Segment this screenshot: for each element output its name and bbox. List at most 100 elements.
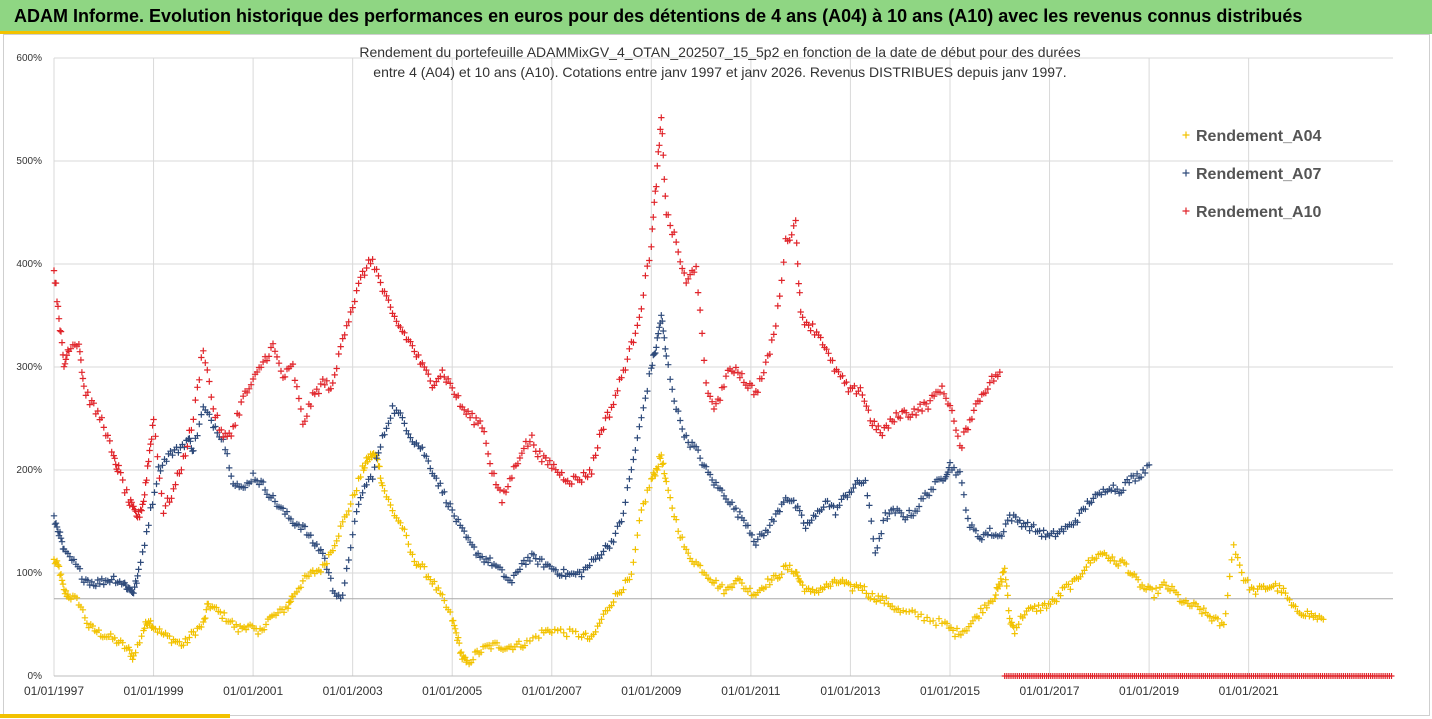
scatter-point (760, 532, 767, 539)
scatter-point (337, 343, 344, 350)
scatter-point (351, 518, 358, 525)
scatter-point (149, 501, 156, 508)
scatter-point (863, 402, 870, 410)
scatter-point (295, 395, 303, 402)
scatter-point (932, 622, 940, 629)
scatter-point (879, 593, 886, 600)
scatter-point (355, 280, 362, 287)
scatter-point (135, 566, 142, 573)
scatter-point (686, 271, 694, 278)
scatter-point (654, 466, 661, 474)
scatter-point (373, 455, 380, 462)
scatter-point (1126, 479, 1133, 486)
scatter-point (936, 389, 944, 396)
scatter-point (911, 608, 919, 616)
scatter-point (139, 548, 146, 556)
scatter-point (58, 538, 66, 545)
scatter-point (630, 456, 637, 463)
scatter-point (351, 298, 358, 305)
scatter-point (478, 553, 486, 560)
scatter-point (582, 630, 589, 637)
scatter-point (867, 595, 874, 602)
scatter-point (861, 583, 868, 590)
scatter-point (624, 356, 631, 363)
scatter-point (857, 384, 864, 391)
scatter-point (315, 390, 322, 397)
scatter-point (871, 418, 878, 425)
scatter-point (614, 387, 621, 394)
scatter-point (796, 507, 803, 514)
scatter-point (385, 420, 392, 427)
scatter-point (463, 657, 471, 664)
scatter-point (665, 487, 672, 494)
scatter-point (606, 544, 613, 552)
scatter-point (253, 368, 261, 376)
scatter-point (994, 373, 1001, 380)
scatter-point (869, 590, 876, 597)
scatter-point (363, 264, 370, 272)
scatter-point (167, 448, 174, 455)
scatter-point (903, 409, 910, 416)
scatter-point (139, 501, 146, 508)
scatter-point (441, 597, 448, 604)
scatter-point (307, 531, 314, 539)
scatter-point (439, 591, 446, 598)
scatter-point (768, 576, 775, 584)
scatter-point (790, 497, 797, 504)
scatter-point (552, 566, 559, 574)
scatter-point (1150, 594, 1158, 601)
scatter-point (898, 509, 905, 516)
scatter-point (57, 571, 65, 578)
scatter-point (153, 480, 160, 488)
scatter-point (702, 379, 710, 387)
y-tick-label: 500% (16, 156, 42, 167)
scatter-point (450, 617, 457, 624)
scatter-point (202, 614, 209, 622)
scatter-point (752, 541, 760, 549)
scatter-point (598, 616, 605, 623)
scatter-point (381, 431, 388, 438)
scatter-point (369, 256, 376, 263)
scatter-point (776, 574, 783, 581)
scatter-point (706, 471, 714, 478)
scatter-point (365, 256, 372, 264)
scatter-point (98, 575, 105, 582)
scatter-point (155, 463, 162, 471)
scatter-point (960, 428, 968, 436)
scatter-point (919, 495, 927, 502)
scatter-point (847, 581, 854, 588)
scatter-point (610, 538, 617, 546)
scatter-point (421, 563, 428, 570)
scatter-point (445, 375, 452, 383)
scatter-point (267, 344, 275, 351)
scatter-point (293, 383, 301, 390)
scatter-point (279, 505, 287, 512)
scatter-point (612, 530, 619, 537)
scatter-point (808, 517, 815, 524)
scatter-point (145, 522, 152, 529)
scatter-point (667, 494, 674, 501)
scatter-point (952, 427, 960, 434)
scatter-point (614, 523, 621, 530)
scatter-point (100, 424, 107, 431)
scatter-point (815, 589, 822, 596)
scatter-point (794, 572, 801, 580)
scatter-point (92, 582, 99, 590)
scatter-point (64, 346, 72, 353)
scatter-point (797, 308, 804, 316)
scatter-point (478, 424, 486, 432)
scatter-point (681, 269, 688, 277)
scatter-point (857, 582, 864, 589)
scatter-point (618, 374, 625, 381)
scatter-point (323, 566, 330, 573)
scatter-point (535, 634, 542, 642)
scatter-point (353, 487, 360, 494)
scatter-point (1388, 673, 1395, 679)
scatter-point (206, 411, 213, 418)
scatter-point (578, 478, 585, 486)
scatter-point (176, 638, 183, 645)
scatter-point (441, 488, 448, 495)
scatter-point (261, 486, 269, 494)
scatter-point (427, 576, 434, 583)
